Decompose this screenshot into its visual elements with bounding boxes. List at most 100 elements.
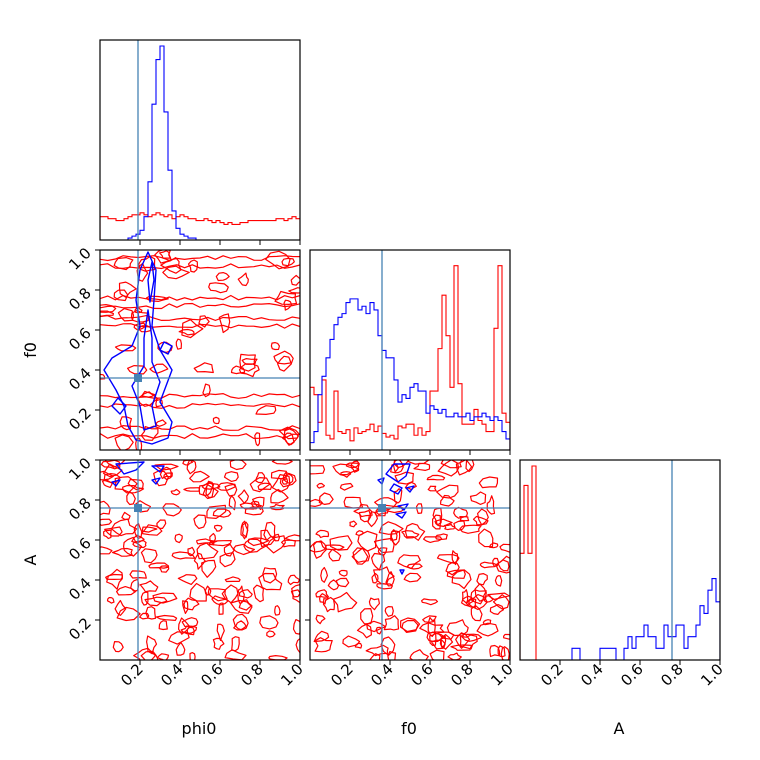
red-contour bbox=[209, 532, 216, 546]
red-contour bbox=[469, 491, 487, 505]
red-contour bbox=[141, 524, 163, 536]
red-contour bbox=[366, 620, 387, 633]
red-contour bbox=[400, 617, 421, 633]
red-contour bbox=[422, 615, 437, 623]
red-contour bbox=[228, 495, 236, 511]
red-contour bbox=[127, 365, 148, 375]
red-contour bbox=[170, 488, 181, 496]
red-contour bbox=[478, 476, 499, 489]
red-contour bbox=[149, 363, 169, 374]
red-contour bbox=[105, 573, 123, 580]
hist-phi0 bbox=[99, 39, 301, 245]
blue-contour bbox=[115, 461, 145, 475]
red-contour bbox=[182, 600, 189, 614]
red-contour bbox=[257, 482, 273, 491]
red-contour bbox=[100, 546, 113, 555]
red-contour bbox=[114, 599, 127, 616]
red-contour bbox=[339, 482, 354, 491]
red-contour bbox=[427, 485, 437, 492]
red-contour bbox=[153, 470, 169, 487]
red-contour bbox=[130, 578, 140, 592]
red-contour bbox=[232, 613, 249, 631]
red-contour bbox=[367, 511, 378, 528]
red-band-contour bbox=[100, 294, 300, 301]
red-contour bbox=[114, 434, 134, 450]
red-contour bbox=[198, 315, 210, 328]
red-contour bbox=[242, 521, 249, 538]
red-contour bbox=[404, 523, 426, 541]
blue-contour bbox=[151, 477, 161, 485]
blue-contour bbox=[131, 309, 161, 431]
blue-contour bbox=[151, 465, 165, 473]
red-contour bbox=[100, 460, 121, 470]
blue-contour bbox=[159, 341, 173, 355]
red-contour bbox=[110, 518, 138, 537]
red-contour bbox=[459, 516, 470, 522]
red-contour bbox=[495, 555, 510, 574]
red-contour bbox=[223, 471, 239, 482]
red-contour bbox=[140, 591, 149, 606]
red-contour bbox=[118, 281, 137, 298]
red-contour bbox=[216, 623, 225, 641]
red-contour bbox=[224, 576, 241, 583]
red-contour bbox=[320, 566, 328, 583]
red-contour bbox=[470, 604, 483, 622]
red-contour bbox=[216, 482, 237, 491]
truth-marker bbox=[378, 504, 386, 512]
blue-contour bbox=[147, 261, 155, 303]
blue-contour bbox=[377, 477, 385, 485]
red-contour bbox=[243, 538, 267, 553]
red-contour bbox=[434, 518, 453, 527]
red-contour bbox=[329, 535, 353, 551]
red-contour bbox=[383, 615, 400, 631]
red-contour bbox=[277, 355, 292, 372]
red-contour bbox=[103, 529, 112, 540]
red-contour bbox=[221, 584, 239, 604]
red-contour bbox=[375, 626, 383, 635]
red-contour bbox=[483, 595, 494, 603]
red-contour bbox=[482, 619, 492, 626]
red-contour bbox=[232, 543, 255, 556]
red-contour bbox=[470, 589, 487, 605]
red-contour bbox=[465, 460, 475, 473]
red-contour bbox=[218, 313, 231, 334]
red-contour bbox=[119, 416, 132, 431]
red-contour bbox=[174, 533, 183, 544]
red-band-contour bbox=[100, 402, 300, 409]
red-contour bbox=[158, 620, 168, 631]
red-contour bbox=[459, 524, 482, 534]
ylabel-f0: f0 bbox=[21, 342, 40, 358]
red-contour bbox=[127, 478, 144, 491]
red-contour bbox=[140, 548, 158, 564]
red-contour bbox=[218, 602, 224, 615]
red-contour bbox=[186, 460, 197, 475]
red-contour bbox=[278, 426, 300, 440]
red-contour bbox=[385, 571, 395, 587]
plot-area bbox=[100, 40, 300, 240]
hist-f0 bbox=[309, 249, 511, 455]
red-contour bbox=[133, 647, 156, 660]
red-contour bbox=[393, 488, 403, 504]
red-contour bbox=[140, 426, 159, 441]
red-contour bbox=[193, 552, 206, 570]
red-contour bbox=[478, 528, 494, 548]
red-contour bbox=[472, 515, 489, 526]
red-contour bbox=[138, 255, 156, 272]
hist-blue-phi0 bbox=[100, 45, 300, 240]
red-contour bbox=[269, 503, 285, 511]
red-contour bbox=[178, 617, 191, 635]
red-contour bbox=[155, 419, 167, 427]
red-contour bbox=[468, 594, 488, 611]
red-contour bbox=[440, 634, 454, 650]
red-contour bbox=[112, 547, 133, 557]
red-contour bbox=[208, 540, 232, 547]
red-contour bbox=[327, 579, 340, 591]
red-band-contour bbox=[100, 424, 300, 431]
red-contour bbox=[413, 462, 431, 471]
red-contour bbox=[461, 595, 475, 607]
red-contour bbox=[437, 460, 460, 477]
axes-frame bbox=[309, 459, 511, 661]
red-contour bbox=[376, 583, 393, 590]
red-contour bbox=[368, 597, 380, 611]
